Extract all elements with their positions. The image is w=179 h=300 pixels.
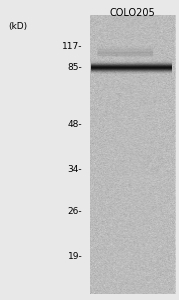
Text: 19-: 19- xyxy=(68,252,82,261)
FancyBboxPatch shape xyxy=(97,52,153,56)
Text: 85-: 85- xyxy=(68,63,82,72)
FancyBboxPatch shape xyxy=(97,46,153,51)
Text: 26-: 26- xyxy=(68,207,82,216)
Text: 48-: 48- xyxy=(68,120,82,129)
Text: COLO205: COLO205 xyxy=(110,8,155,17)
Text: (kD): (kD) xyxy=(8,22,27,32)
Text: 34-: 34- xyxy=(68,165,82,174)
Text: 117-: 117- xyxy=(62,42,82,51)
Bar xyxy=(90,15,175,294)
FancyBboxPatch shape xyxy=(97,49,153,53)
